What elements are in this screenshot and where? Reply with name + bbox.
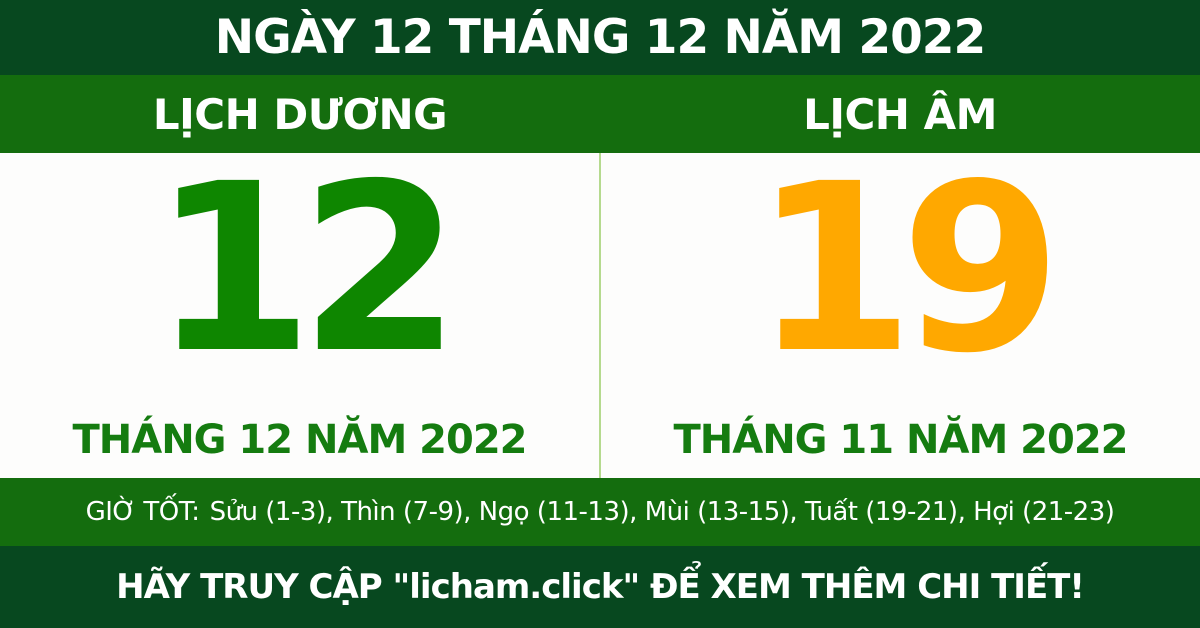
solar-day-number: 12 bbox=[152, 134, 461, 404]
date-title: NGÀY 12 THÁNG 12 NĂM 2022 bbox=[214, 10, 986, 65]
good-hours-label: GIỜ TỐT: bbox=[85, 497, 200, 527]
calendar-type-header: LỊCH DƯƠNG LỊCH ÂM bbox=[0, 75, 1200, 153]
footer-cta: HÃY TRUY CẬP "licham.click" ĐỂ XEM THÊM … bbox=[116, 567, 1085, 607]
good-hours-list: Sửu (1-3), Thìn (7-9), Ngọ (11-13), Mùi … bbox=[209, 497, 1115, 527]
solar-panel: 12 THÁNG 12 NĂM 2022 bbox=[0, 153, 599, 478]
solar-calendar-label: LỊCH DƯƠNG bbox=[152, 89, 448, 139]
good-hours-bar: GIỜ TỐT: Sửu (1-3), Thìn (7-9), Ngọ (11-… bbox=[0, 478, 1200, 546]
lunar-calendar-label: LỊCH ÂM bbox=[803, 89, 997, 139]
lunar-panel: 19 THÁNG 11 NĂM 2022 bbox=[599, 153, 1200, 478]
lunar-day-number: 19 bbox=[753, 134, 1062, 404]
day-panels: 12 THÁNG 12 NĂM 2022 19 THÁNG 11 NĂM 202… bbox=[0, 153, 1200, 478]
lunar-month-year: THÁNG 11 NĂM 2022 bbox=[673, 417, 1128, 463]
footer-bar: HÃY TRUY CẬP "licham.click" ĐỂ XEM THÊM … bbox=[0, 546, 1200, 628]
solar-month-year: THÁNG 12 NĂM 2022 bbox=[72, 417, 527, 463]
date-title-bar: NGÀY 12 THÁNG 12 NĂM 2022 bbox=[0, 0, 1200, 75]
